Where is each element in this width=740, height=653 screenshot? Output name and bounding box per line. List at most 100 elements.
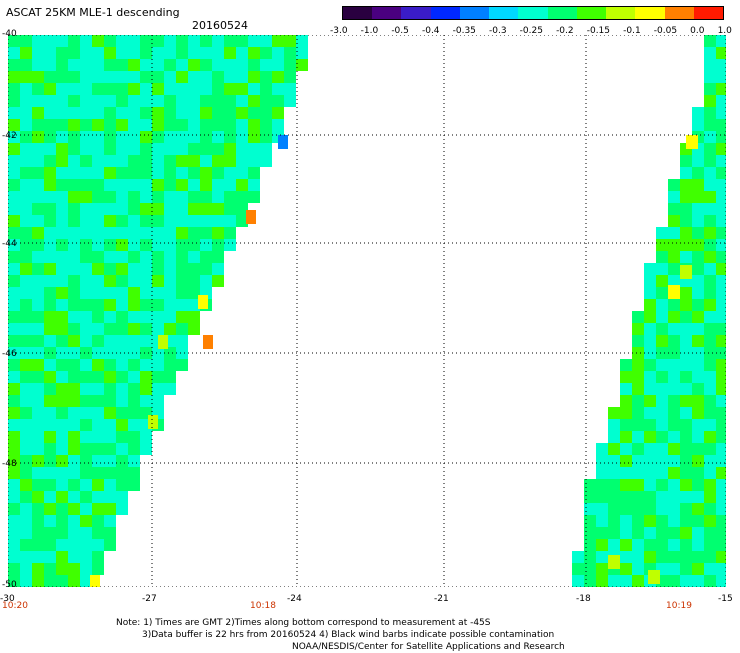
east-swath-cell [704,383,716,395]
east-swath-cell [680,395,692,407]
west-swath-cell [32,503,44,515]
east-swath-cell [596,503,608,515]
east-swath-cell [704,191,716,203]
west-swath-cell [92,359,104,371]
east-swath-cell [596,527,608,539]
west-swath-cell [200,131,212,143]
east-swath-cell [656,431,668,443]
east-swath-cell [704,515,716,527]
east-swath-cell [692,167,704,179]
east-swath-cell [692,503,704,515]
west-swath-cell [128,443,140,455]
east-swath-cell [644,395,656,407]
west-swath-cell [68,59,80,71]
east-swath-cell [584,479,596,491]
west-swath-cell [80,47,92,59]
west-swath-cell [104,311,116,323]
west-swath-cell [140,95,152,107]
west-swath-cell [140,71,152,83]
west-swath-cell [32,575,44,587]
west-swath-cell [128,35,140,47]
west-swath-cell [188,155,200,167]
west-swath-cell [92,371,104,383]
west-swath-cell [188,95,200,107]
west-swath-cell [152,371,164,383]
west-swath-cell [104,263,116,275]
west-swath-cell [32,119,44,131]
west-swath-cell [248,119,260,131]
west-swath-cell [104,47,116,59]
east-swath-cell [704,491,716,503]
east-swath-cell [680,575,692,587]
west-swath-cell [104,191,116,203]
east-swath-cell [680,347,692,359]
west-swath-cell [116,407,128,419]
west-swath-cell [20,503,32,515]
west-swath-cell [92,479,104,491]
east-swath-cell [668,503,680,515]
west-swath-cell [32,239,44,251]
west-swath-cell [140,215,152,227]
west-swath-cell [8,515,20,527]
west-swath-cell [92,143,104,155]
west-swath-cell [104,71,116,83]
west-swath-cell [32,167,44,179]
east-swath-cell [704,215,716,227]
east-swath-cell [692,215,704,227]
west-swath-cell [44,119,56,131]
west-swath-cell [80,407,92,419]
east-swath-cell [644,527,656,539]
west-swath-cell [104,203,116,215]
west-swath-cell [116,107,128,119]
west-swath-cell [200,239,212,251]
west-swath-cell [56,455,68,467]
east-swath-cell [668,407,680,419]
west-swath-cell [104,155,116,167]
west-swath-cell [56,443,68,455]
east-swath-cell [668,383,680,395]
west-swath-cell [116,323,128,335]
colorbar-segment [518,7,548,19]
west-swath-cell [92,59,104,71]
west-swath-cell [8,551,20,563]
west-swath-cell [272,95,284,107]
west-swath-cell [128,59,140,71]
east-swath-cell [692,527,704,539]
east-swath-cell [704,47,716,59]
west-swath-cell [80,275,92,287]
note-line-2: 3)Data buffer is 22 hrs from 20160524 4)… [142,630,555,640]
west-swath-cell [212,143,224,155]
east-swath-cell [704,563,716,575]
east-swath-cell [584,503,596,515]
west-swath-cell [104,419,116,431]
west-swath-cell [188,83,200,95]
west-swath-cell [56,251,68,263]
west-swath-cell [116,155,128,167]
east-swath-cell [632,503,644,515]
west-swath-cell [92,515,104,527]
west-swath-cell [32,95,44,107]
west-swath-cell [176,83,188,95]
west-swath-cell [116,275,128,287]
west-swath-cell [176,35,188,47]
west-swath-cell [116,335,128,347]
west-swath-cell [104,395,116,407]
west-swath-cell [128,287,140,299]
west-swath-cell [248,47,260,59]
east-swath-cell [668,515,680,527]
east-swath-cell [692,227,704,239]
west-swath-cell [32,491,44,503]
west-swath-cell [176,239,188,251]
west-swath-cell [80,95,92,107]
west-swath-cell [80,479,92,491]
east-swath-cell [692,191,704,203]
west-swath-cell [128,155,140,167]
west-swath-cell [284,83,296,95]
east-swath-cell [716,311,726,323]
east-swath-cell [620,467,632,479]
west-swath-cell [44,275,56,287]
west-swath-cell [212,215,224,227]
west-swath-cell [8,539,20,551]
west-swath-cell [20,359,32,371]
west-swath-cell [128,71,140,83]
